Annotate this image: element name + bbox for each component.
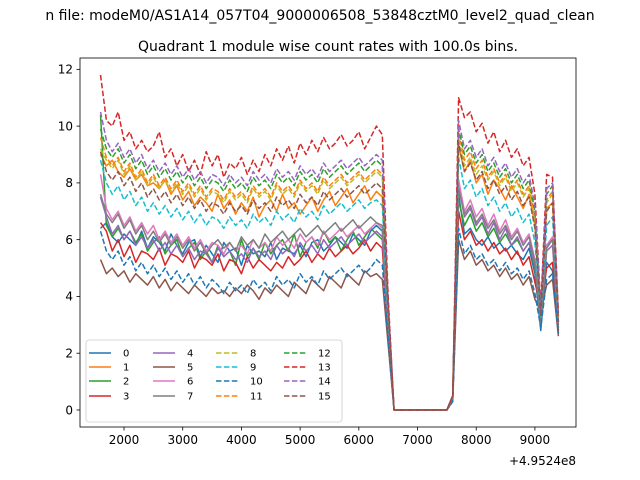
x-axis: 2000 3000 4000 5000 6000 7000 8000 9000 xyxy=(109,427,550,447)
y-tick-label: 8 xyxy=(65,176,73,190)
legend-label-6: 6 xyxy=(187,377,193,388)
legend-label-0: 0 xyxy=(123,349,129,360)
series-line-12 xyxy=(99,128,560,411)
x-tick-label: 6000 xyxy=(344,433,375,447)
plot-area-frame xyxy=(79,57,577,428)
series-line-14 xyxy=(99,111,560,411)
x-tick-label: 9000 xyxy=(520,433,551,447)
x-tick-label: 7000 xyxy=(402,433,433,447)
y-axis: 0 2 4 6 8 10 12 xyxy=(58,63,80,417)
legend-label-5: 5 xyxy=(187,363,193,374)
y-tick-label: 2 xyxy=(65,347,73,361)
series-line-1 xyxy=(99,145,560,411)
series-line-10 xyxy=(99,227,560,411)
figure-suptitle: n file: modeM0/AS1A14_057T04_9000006508_… xyxy=(45,8,594,24)
legend-label-3: 3 xyxy=(123,392,129,403)
x-tick-label: 4000 xyxy=(226,433,257,447)
legend-label-8: 8 xyxy=(250,349,256,360)
x-offset-label: +4.9524e8 xyxy=(509,454,576,468)
y-tick-label: 0 xyxy=(65,403,73,417)
x-tick-label: 8000 xyxy=(461,433,492,447)
y-tick-label: 10 xyxy=(58,119,73,133)
series-line-9 xyxy=(99,156,560,411)
legend-label-11: 11 xyxy=(250,392,263,403)
series-line-8 xyxy=(99,136,560,411)
y-tick-label: 4 xyxy=(65,290,73,304)
series-line-11 xyxy=(99,131,560,411)
legend-label-1: 1 xyxy=(123,363,129,374)
series-line-4 xyxy=(99,184,560,411)
legend-frame xyxy=(85,339,343,423)
legend-label-13: 13 xyxy=(318,363,331,374)
series-line-13 xyxy=(99,74,560,411)
legend-label-14: 14 xyxy=(318,377,331,388)
legend-label-4: 4 xyxy=(187,349,193,360)
legend-label-7: 7 xyxy=(187,392,193,403)
legend-label-12: 12 xyxy=(318,349,331,360)
chart-title: Quadrant 1 module wise count rates with … xyxy=(138,39,518,55)
series-line-6 xyxy=(99,174,560,411)
series-line-7 xyxy=(99,187,560,411)
legend-label-2: 2 xyxy=(123,377,129,388)
legend-label-9: 9 xyxy=(250,363,256,374)
y-tick-label: 6 xyxy=(65,233,73,247)
series-line-5 xyxy=(99,238,560,411)
legend-label-10: 10 xyxy=(250,377,263,388)
y-tick-label: 12 xyxy=(58,63,73,77)
legend-label-15: 15 xyxy=(318,392,331,403)
series-layer xyxy=(99,74,560,411)
x-tick-label: 2000 xyxy=(109,433,140,447)
x-tick-label: 5000 xyxy=(285,433,316,447)
series-line-2 xyxy=(99,114,560,411)
series-line-15 xyxy=(99,142,560,411)
x-tick-label: 3000 xyxy=(167,433,198,447)
